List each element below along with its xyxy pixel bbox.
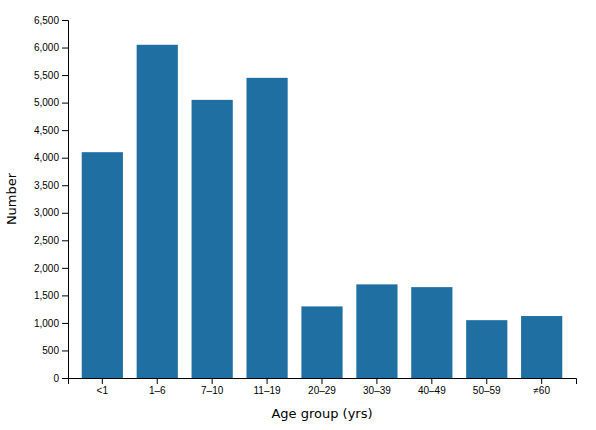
y-axis-line [62,21,69,379]
y-tick-mark [62,185,68,186]
y-tick-mark [62,213,68,214]
y-tick-label: 2,000 [34,263,59,274]
y-tick: 500 [42,345,68,356]
y-tick-mark [62,350,68,351]
x-tick-label: 7–10 [201,385,224,396]
chart-svg: <1 1–6 7–10 11–19 20–29 30–39 40–49 50–59 ≠60 0 50… [0,0,596,430]
y-tick: 4,000 [34,152,68,163]
y-tick-label: 500 [42,345,59,356]
x-tick-mark [212,378,213,384]
y-tick-mark [62,240,68,241]
x-tick: 11–19 [254,378,282,396]
y-tick-mark [62,103,68,104]
y-tick-label: 2,500 [34,235,59,246]
y-tick-label: 6,500 [34,15,59,26]
y-tick: 5,500 [34,70,68,81]
y-tick: 0 [53,373,68,384]
y-tick-label: 1,500 [34,290,59,301]
y-tick: 2,000 [34,263,68,274]
y-tick-label: 0 [53,373,59,384]
y-tick: 6,500 [34,15,68,26]
x-tick: 7–10 [201,378,224,396]
bar [521,316,562,378]
y-tick: 3,000 [34,207,68,218]
x-tick: 50–59 [473,378,501,396]
x-tick: 30–39 [363,378,391,396]
x-tick-label: 50–59 [473,385,501,396]
x-tick-mark [541,378,542,384]
y-tick: 2,500 [34,235,68,246]
x-tick-label: <1 [97,385,109,396]
bar [82,152,123,378]
bar [246,78,287,378]
x-tick-mark [322,378,323,384]
y-tick: 1,000 [34,318,68,329]
y-tick-mark [62,323,68,324]
y-tick: 4,500 [34,125,68,136]
x-tick-mark [102,378,103,384]
x-tick-mark [486,378,487,384]
x-tick-label: 20–29 [308,385,336,396]
x-tick-label: ≠60 [533,385,550,396]
y-tick-mark [62,48,68,49]
bar [356,284,397,378]
x-tick-mark [376,378,377,384]
y-tick-label: 1,000 [34,318,59,329]
bars [82,45,563,378]
y-tick-label: 5,000 [34,97,59,108]
x-tick: ≠60 [533,378,550,396]
plot: <1 1–6 7–10 11–19 20–29 30–39 40–49 50–59 ≠60 0 50… [34,15,577,396]
y-tick-mark [62,158,68,159]
bar [301,306,342,378]
y-tick-label: 5,500 [34,70,59,81]
x-axis: <1 1–6 7–10 11–19 20–29 30–39 40–49 50–59 ≠60 [69,378,577,396]
x-tick-mark [157,378,158,384]
x-tick-label: 30–39 [363,385,391,396]
x-tick-label: 11–19 [254,385,282,396]
y-tick-label: 4,500 [34,125,59,136]
x-tick-mark [431,378,432,384]
y-tick-label: 3,500 [34,180,59,191]
bar [137,45,178,378]
y-tick-mark [62,295,68,296]
bar [192,100,233,378]
y-axis: 0 500 1,000 1,500 2,000 2,500 3,000 3,500 4,000 4… [34,15,69,384]
y-tick: 6,000 [34,42,68,53]
x-axis-line [69,379,577,385]
y-tick: 1,500 [34,290,68,301]
y-tick: 5,000 [34,97,68,108]
y-tick-mark [62,378,68,379]
y-axis-title: Number [4,172,19,225]
y-tick-label: 4,000 [34,152,59,163]
x-tick: 1–6 [149,378,166,396]
y-tick: 3,500 [34,180,68,191]
x-tick-label: 40–49 [418,385,446,396]
y-tick-mark [62,268,68,269]
y-tick-mark [62,130,68,131]
x-axis-title: Age group (yrs) [271,406,372,421]
x-tick: 20–29 [308,378,336,396]
y-tick-mark [62,20,68,21]
chart-container: <1 1–6 7–10 11–19 20–29 30–39 40–49 50–59 ≠60 0 50… [0,0,596,430]
y-tick-label: 3,000 [34,207,59,218]
x-tick: 40–49 [418,378,446,396]
bar [466,320,507,378]
bar [411,287,452,378]
x-tick-mark [267,378,268,384]
x-tick-label: 1–6 [149,385,166,396]
x-tick: <1 [97,378,109,396]
y-tick-mark [62,75,68,76]
y-tick-label: 6,000 [34,42,59,53]
